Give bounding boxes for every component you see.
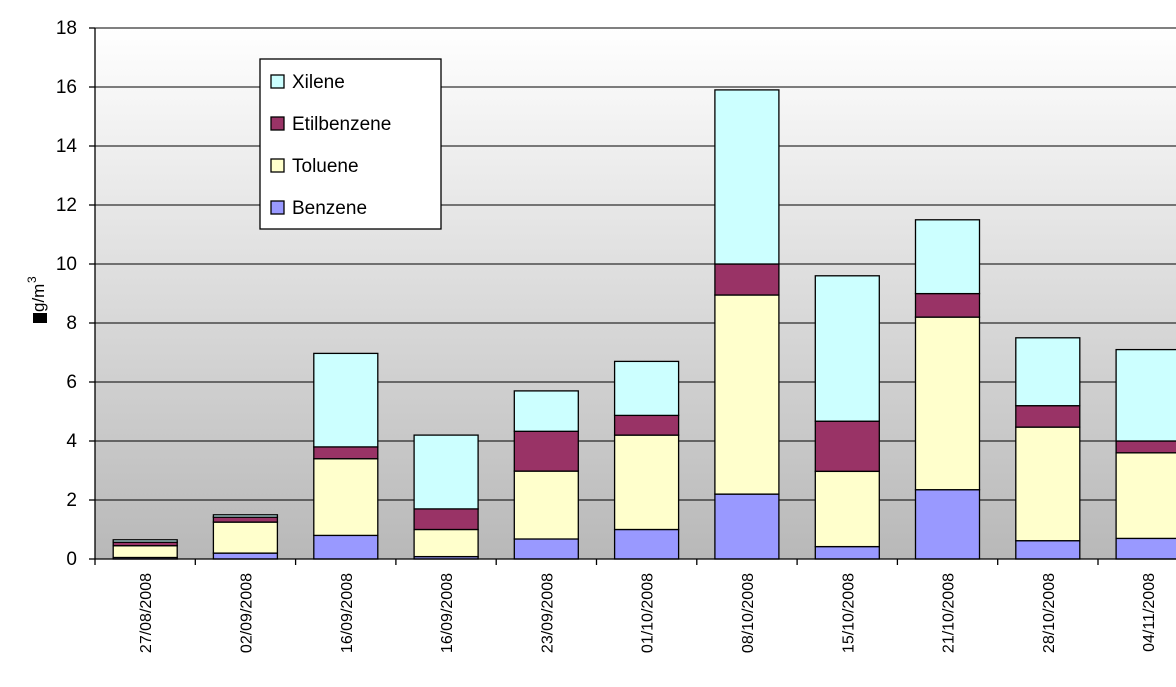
x-tick-label: 16/09/2008 [339,573,356,653]
bar-segment-toluene [313,458,379,537]
bar-segment-toluene [814,470,880,548]
mu-glyph-block [33,313,47,323]
bar-segment-toluene [914,316,981,491]
legend-swatch-benzene [270,200,285,215]
bar-segment-etilbenzene [513,430,579,472]
bar-segment-xilene [814,275,880,422]
bar-segment-toluene [1015,426,1081,542]
bar-segment-toluene [1115,452,1176,540]
bar-segment-benzene [1115,537,1176,560]
bar-segment-xilene [112,539,178,543]
legend-label-xilene: Xilene [292,72,345,93]
bar-segment-toluene [112,545,178,559]
bar-segment-benzene [914,489,981,560]
legend-swatch-etilbenzene [270,116,285,131]
y-axis-label-superscript: 3 [25,276,39,283]
bar-segment-benzene [613,528,680,560]
y-tick-label: 14 [56,136,78,157]
bar-segment-toluene [714,294,780,495]
bar-segment-etilbenzene [613,414,680,436]
y-tick-label: 12 [56,195,77,216]
bar-segment-toluene [613,434,680,531]
x-tick-label: 04/11/2008 [1141,573,1158,652]
bar-segment-toluene [212,521,279,554]
x-tick-label: 21/10/2008 [941,573,958,653]
y-tick-label: 6 [66,372,77,393]
x-tick-label: 02/09/2008 [238,573,255,653]
y-axis-label-main: g/m [29,284,48,312]
y-tick-label: 0 [66,549,77,570]
legend-label-benzene: Benzene [292,198,367,219]
y-tick-label: 10 [56,254,77,275]
bar-segment-xilene [212,514,279,518]
legend-label-etilbenzene: Etilbenzene [292,114,391,135]
bar-segment-xilene [1115,348,1176,442]
bar-segment-xilene [1015,337,1081,407]
bar-segment-benzene [1015,540,1081,560]
bar-segment-etilbenzene [814,420,880,472]
y-tick-label: 18 [56,18,77,39]
axes [89,27,1176,565]
x-tick-labels: 27/08/2008 02/09/2008 16/09/2008 16/09/2008… [138,573,1158,653]
bar-segment-xilene [714,89,780,265]
legend-label-toluene: Toluene [292,156,359,177]
x-tick-label: 08/10/2008 [740,573,757,653]
bar-segment-xilene [914,219,981,295]
legend-box [259,58,442,230]
bar-segment-benzene [814,545,880,560]
bar-segment-etilbenzene [1115,440,1176,454]
x-tick-label: 28/10/2008 [1041,573,1058,653]
bar-segment-etilbenzene [313,446,379,460]
bar-segment-benzene [714,493,780,560]
y-axis-label: g/m 3 [25,276,48,323]
y-tick-label: 16 [56,77,77,98]
y-tick-labels: 0 2 4 6 8 10 12 14 16 18 [56,18,78,570]
bar-segment-etilbenzene [914,292,981,318]
y-tick-label: 4 [66,431,77,452]
bars [112,89,1176,560]
bar-segment-toluene [413,528,479,558]
bar-segment-etilbenzene [413,508,479,531]
legend-swatch-toluene [270,158,285,173]
bar-segment-xilene [613,360,680,417]
x-tick-label: 15/10/2008 [840,573,857,653]
bar-segment-etilbenzene [714,263,780,296]
bar-segment-benzene [513,538,579,560]
bar-segment-benzene [313,534,379,560]
bar-segment-etilbenzene [1015,404,1081,428]
y-tick-label: 2 [66,490,77,511]
x-tick-label: 01/10/2008 [640,573,657,653]
x-tick-label: 16/09/2008 [439,573,456,653]
bar-segment-toluene [513,470,579,540]
bar-segment-xilene [413,434,479,510]
bar-segment-xilene [513,390,579,432]
x-tick-label: 23/09/2008 [539,573,556,653]
y-tick-label: 8 [66,313,77,334]
bar-segment-xilene [313,352,379,448]
x-tick-label: 27/08/2008 [138,573,155,653]
bar-segment-benzene [212,552,279,560]
legend: Xilene Etilbenzene Toluene Benzene [259,58,442,230]
legend-swatch-xilene [270,74,285,89]
